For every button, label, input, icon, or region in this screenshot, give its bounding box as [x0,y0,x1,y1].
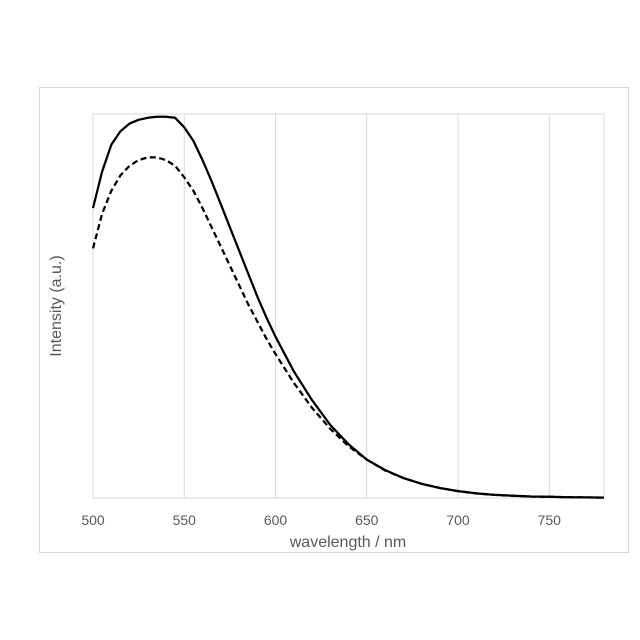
x-tick-label-650: 650 [355,512,379,528]
x-tick-label-500: 500 [81,512,105,528]
series-line-solid [93,117,604,498]
x-tick-labels: 500 550 600 650 700 750 [81,512,561,528]
plot-area-border [93,114,604,498]
series-line-dashed [93,157,604,497]
series-lines [93,117,604,498]
x-tick-label-700: 700 [446,512,470,528]
x-tick-label-600: 600 [264,512,288,528]
gridlines [184,114,549,498]
x-tick-label-750: 750 [538,512,562,528]
x-axis-title: wavelength / nm [289,534,407,551]
x-tick-label-550: 550 [173,512,197,528]
y-axis-title: Intensity (a.u.) [48,255,65,356]
